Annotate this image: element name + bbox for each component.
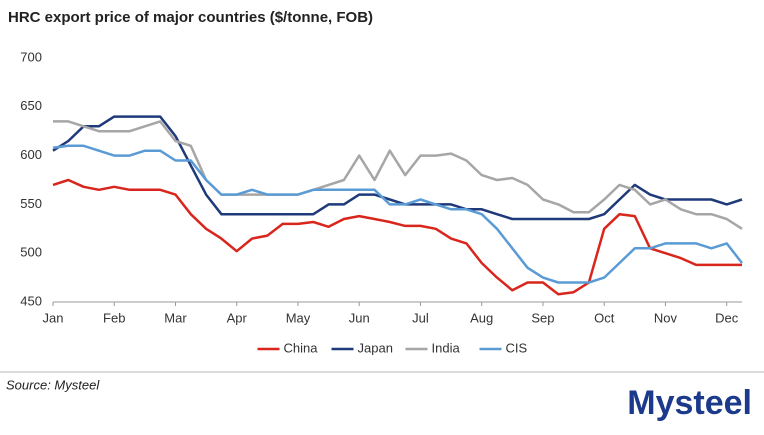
legend-label: CIS — [506, 340, 528, 355]
chart-title: HRC export price of major countries ($/t… — [8, 9, 373, 26]
source-note: Source: Mysteel — [6, 377, 100, 392]
legend-label: Japan — [358, 340, 393, 355]
x-tick-label: Mar — [164, 310, 187, 325]
x-tick-label: Sep — [531, 310, 554, 325]
logo: Mysteel — [627, 384, 752, 422]
x-tick-label: Jul — [412, 310, 429, 325]
x-tick-label: Apr — [227, 310, 248, 325]
legend-label: China — [284, 340, 319, 355]
y-tick-label: 450 — [20, 293, 42, 308]
x-tick-label: Jan — [43, 310, 64, 325]
x-tick-label: Nov — [654, 310, 678, 325]
series-line — [52, 144, 743, 284]
series-line — [53, 120, 743, 230]
legend-label: India — [432, 340, 461, 355]
x-tick-label: Feb — [103, 310, 125, 325]
x-tick-label: Oct — [594, 310, 615, 325]
series-line — [52, 115, 743, 221]
y-tick-label: 500 — [20, 245, 42, 260]
series-line — [52, 178, 742, 296]
y-tick-label: 550 — [20, 196, 42, 211]
y-tick-label: 600 — [20, 147, 42, 162]
y-tick-label: 650 — [20, 98, 42, 113]
x-tick-label: Jun — [349, 310, 370, 325]
x-tick-label: May — [286, 310, 311, 325]
x-tick-label: Aug — [470, 310, 493, 325]
x-tick-label: Dec — [715, 310, 739, 325]
y-tick-label: 700 — [20, 49, 42, 64]
